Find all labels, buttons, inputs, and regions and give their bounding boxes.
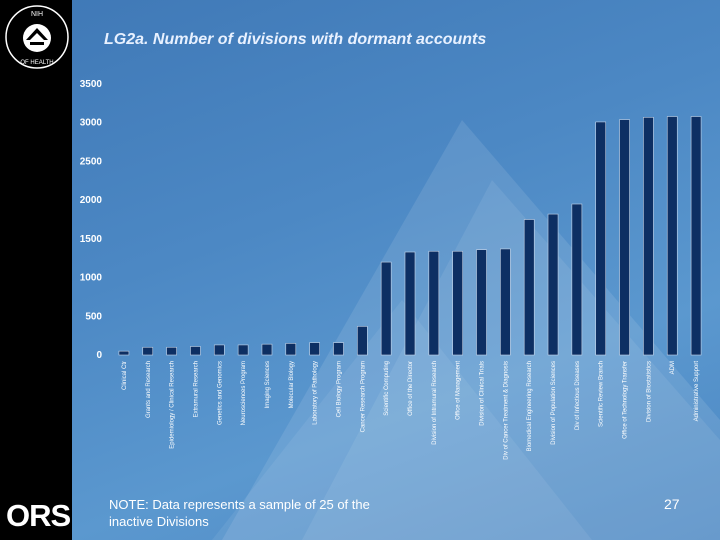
y-tick-label: 1000 (80, 273, 103, 284)
bar (404, 251, 416, 356)
data-note: NOTE: Data represents a sample of 25 of … (109, 497, 370, 529)
x-tick-label: Division of Clinical Trials (480, 361, 486, 426)
x-tick-label: Division of Biostatistics (646, 361, 652, 422)
bar (166, 346, 177, 356)
dormant-accounts-bar-chart: 0 500 1000 1500 2000 2500 3000 3500 Clinical Ctr… (80, 79, 702, 460)
bar (309, 342, 320, 356)
bar (237, 344, 249, 356)
bar (643, 116, 654, 356)
bar (452, 250, 463, 356)
bar (619, 119, 630, 356)
x-tick-label: Office of the Director (408, 361, 414, 416)
y-tick-label: 0 (96, 350, 102, 361)
y-tick-label: 1500 (80, 234, 103, 245)
x-tick-label: Cell Biology Program (336, 361, 342, 417)
bar (476, 249, 487, 356)
slide-title: LG2a. Number of divisions with dormant a… (104, 31, 487, 48)
bar (190, 346, 201, 356)
sidebar: NIH OF HEALTH ORS (0, 0, 72, 540)
x-tick-label: Extramural Research (193, 361, 199, 417)
bar (261, 343, 273, 356)
bar (118, 350, 130, 356)
bar (571, 203, 583, 356)
x-tick-label: Div of Cancer Treatment & Diagnosis (503, 361, 509, 460)
x-tick-label: Neurosciences Program (241, 361, 247, 425)
x-tick-label: Genetics and Genomics (217, 361, 223, 425)
svg-text:NIH: NIH (31, 11, 43, 18)
bar (285, 343, 297, 356)
bar (666, 116, 678, 356)
x-tick-label: Cancer Research Program (360, 361, 366, 432)
x-tick-label: Division of Population Sciences (551, 361, 557, 445)
y-tick-label: 2500 (80, 156, 103, 167)
x-tick-label: Clinical Ctr (122, 361, 128, 390)
y-tick-label: 3500 (80, 79, 103, 90)
bar (357, 326, 368, 356)
x-tick-label: Division of Intramural Research (432, 361, 438, 445)
x-tick-label: Div of Infectious Diseases (575, 361, 581, 430)
x-tick-label: Laboratory of Pathology (313, 361, 319, 425)
svg-text:OF HEALTH: OF HEALTH (20, 60, 53, 66)
page-number: 27 (664, 496, 680, 512)
x-tick-label: Scientific Review Branch (599, 361, 605, 427)
bar (690, 116, 702, 356)
y-tick-label: 2000 (80, 195, 103, 206)
background-decoration (212, 120, 720, 540)
bar (213, 344, 225, 356)
bar (595, 121, 607, 356)
bar (380, 261, 392, 356)
x-tick-label: Epidemiology / Clinical Research (170, 361, 176, 449)
y-tick-label: 3000 (80, 118, 103, 129)
x-tick-label: Grants and Research (146, 361, 152, 418)
x-tick-label: Office of Technology Transfer (623, 361, 629, 439)
x-tick-label: Office of Management (456, 361, 462, 420)
bar (547, 213, 559, 356)
bar (500, 248, 511, 356)
bar (333, 342, 344, 356)
bar (142, 346, 154, 356)
x-tick-label: Molecular Biology (289, 361, 295, 408)
bar (523, 219, 535, 356)
bar (428, 250, 440, 356)
ors-logo: ORS (6, 498, 71, 533)
x-tick-label: Scientific Computing (384, 361, 390, 416)
x-tick-label: Administrative Support (694, 361, 700, 422)
nih-seal-logo: NIH OF HEALTH (5, 5, 69, 69)
x-tick-label: ADM (670, 361, 676, 374)
x-tick-label: Imaging Sciences (265, 361, 271, 408)
y-tick-label: 500 (85, 311, 102, 322)
x-tick-label: Biomedical Engineering Research (527, 361, 533, 451)
